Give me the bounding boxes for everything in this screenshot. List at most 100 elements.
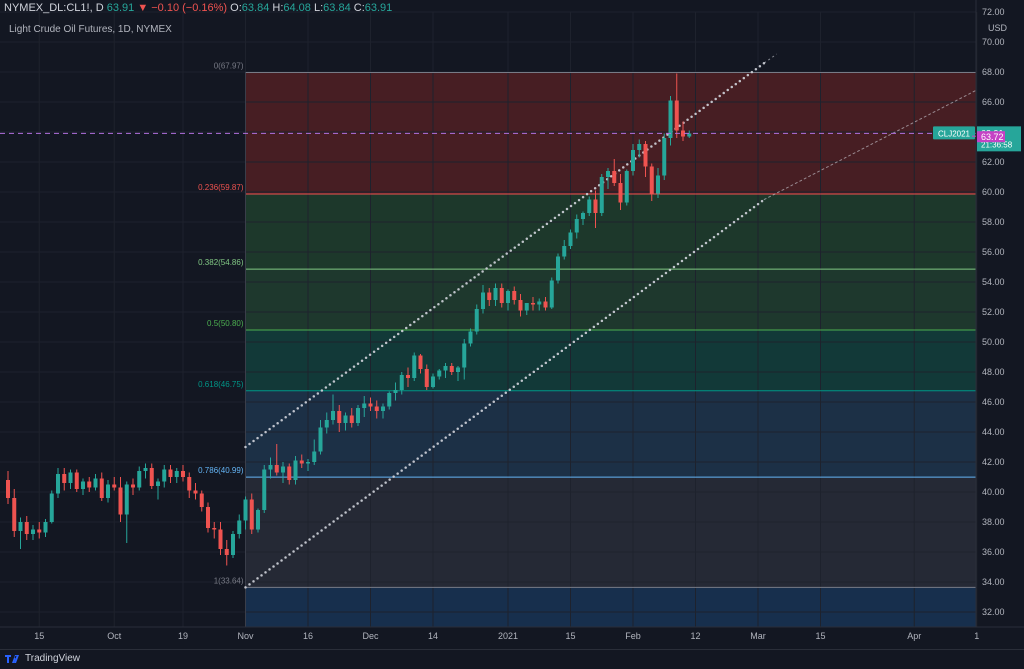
price-tick-label: 36.00 [982,547,1005,557]
price-change: ▼ −0.10 (−0.16%) [137,2,228,14]
candle-body [612,171,617,183]
candle-body [218,529,223,549]
price-tick-label: 48.00 [982,367,1005,377]
candle-body [199,493,204,507]
candle-body [56,474,60,494]
candle-body [68,472,73,483]
time-tick-label: 2021 [498,631,518,641]
price-tick-label: 66.00 [982,97,1005,107]
candle-body [149,468,154,486]
candle-body [306,462,310,464]
close-label: C: [353,2,365,14]
time-tick-label: 14 [428,631,438,641]
time-tick-label: 16 [303,631,313,641]
marker-price-tag-bg [977,131,1005,143]
candle-body [81,481,85,489]
candle-body [124,484,129,515]
price-tick-label: 68.00 [982,67,1005,77]
candle-body [174,471,179,477]
tradingview-logo[interactable]: TradingView [5,653,80,664]
candle-body [318,427,323,452]
candle-body [574,219,579,233]
time-tick-label: 15 [565,631,575,641]
candle-body [237,520,242,534]
candle-body [643,144,648,167]
low-label: L: [313,2,324,14]
candle-body [87,481,92,488]
price-tick-label: 56.00 [982,247,1005,257]
candle-body [74,472,79,489]
candle-body [524,303,529,311]
price-tick-label: 62.00 [982,157,1005,167]
symbol-tag-bg [933,126,975,140]
candle-body [624,171,629,203]
time-tick-label: Dec [362,631,379,641]
price-tick-label: 72.00 [982,7,1005,17]
candle-body [662,138,667,176]
candle-body [587,199,592,213]
time-tick-label: 1 [974,631,979,641]
time-tick-label: 19 [178,631,188,641]
symbol-name[interactable]: NYMEX_DL:CL1!, D [4,2,104,14]
price-tick-label: 50.00 [982,337,1005,347]
marker-price-tag: 63.72 [981,132,1004,142]
candle-body [231,534,235,555]
candle-body [6,480,10,498]
candle-body [156,481,160,486]
candle-body [112,484,117,488]
fib-zone [245,269,976,330]
candle-body [274,465,279,473]
open-value: 63.84 [241,2,270,14]
candle-body [131,484,135,488]
candle-body [118,487,123,515]
candle-body [243,499,248,521]
fib-zone [245,72,976,194]
candle-body [593,199,598,213]
time-axis: 15 Oct 19 Nov 16 Dec 14 2021 15 Feb 12 Mar 15 Apr 1 [0,626,1024,641]
price-tick-label: 60.00 [982,187,1005,197]
time-tick-label: Feb [625,631,641,641]
symbol-header[interactable]: NYMEX_DL:CL1!, D 63.91 ▼ −0.10 (−0.16%) … [4,2,392,14]
candle-body [387,393,392,407]
candle-body [93,478,98,488]
candlestick-series [6,73,692,566]
candle-body [649,166,654,194]
candle-body [506,291,510,303]
candle-body [424,369,429,387]
fib-level-label: 0.236(59.87) [198,183,244,192]
candle-body [12,498,17,531]
candle-body [312,451,317,462]
high-value: 64.08 [283,2,311,14]
candle-body [137,471,142,488]
price-tick-label: 52.00 [982,307,1005,317]
time-tick-label: 15 [815,631,825,641]
candle-body [331,411,335,420]
candle-body [549,280,554,308]
candle-body [249,499,254,530]
footer-bar: TradingView [0,649,1024,669]
candle-body [212,528,217,530]
fib-level-label: 0.382(54.86) [198,258,244,267]
last-price: 63.91 [106,2,135,14]
candle-body [618,183,623,203]
candle-body [668,100,673,138]
candle-body [362,403,367,408]
candle-body [349,415,354,423]
fib-zone [245,587,976,627]
close-value: 63.91 [364,2,393,14]
candle-body [456,367,460,372]
candle-body [356,408,360,423]
open-label: O: [230,2,242,14]
candle-body [568,232,573,246]
fibonacci-zones [245,72,976,627]
channel-lower-line [244,198,766,589]
candle-body [599,177,604,213]
candle-body [143,468,148,471]
candle-body [337,411,342,423]
candle-body [37,529,42,533]
candle-body [418,355,423,369]
candle-body [606,171,610,177]
trend-channel [244,53,978,589]
